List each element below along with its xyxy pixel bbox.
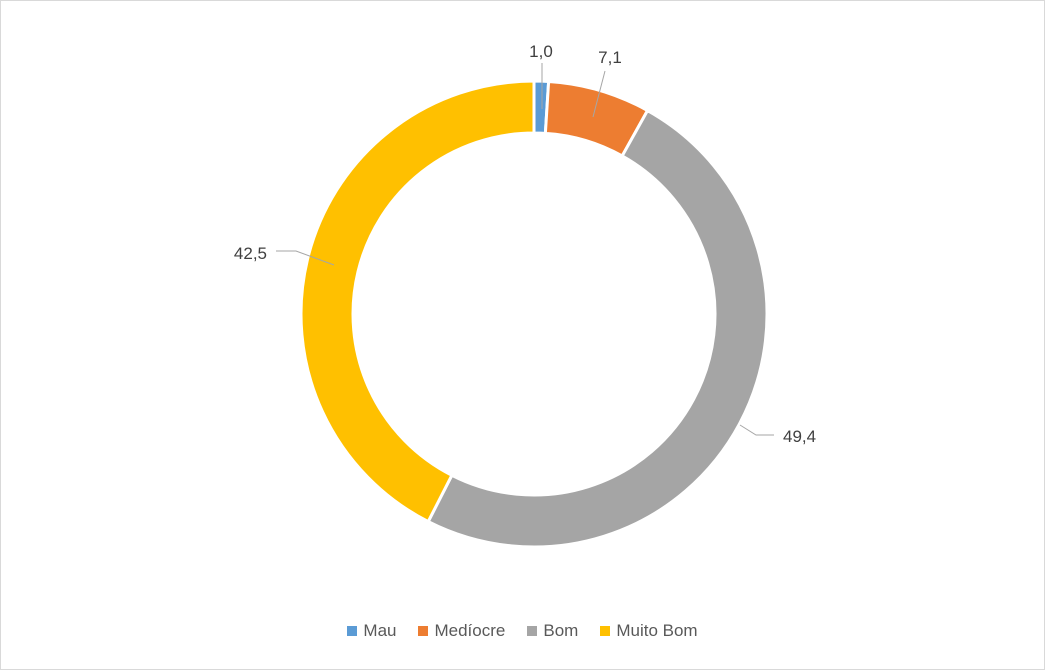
legend-item-muito-bom: Muito Bom (600, 621, 698, 641)
legend-swatch-bom (527, 626, 538, 636)
leader-line-mediocre (592, 70, 606, 118)
legend-item-mediocre: Medíocre (418, 621, 505, 641)
slice-bom (426, 108, 769, 549)
leader-lines-group (276, 63, 774, 436)
slices-group (299, 79, 769, 549)
legend-label-mediocre: Medíocre (434, 621, 506, 640)
legend-swatch-mau (347, 626, 358, 636)
legend-label-bom: Bom (543, 621, 579, 640)
legend-label-muito-bom: Muito Bom (616, 621, 698, 640)
slice-muito-bom (299, 79, 536, 524)
data-labels-group: 1,0 7,1 49,4 42,5 (234, 42, 816, 446)
legend-swatch-mediocre (418, 626, 429, 636)
data-label-muito-bom: 42,5 (234, 244, 267, 263)
legend-swatch-muito-bom (600, 626, 611, 636)
legend-item-mau: Mau (347, 621, 396, 641)
legend-label-mau: Mau (363, 621, 397, 640)
leader-line-bom (739, 424, 774, 436)
data-label-mediocre: 7,1 (598, 48, 622, 67)
leader-line-muito-bom (276, 250, 335, 266)
donut-chart: 1,0 7,1 49,4 42,5 (234, 42, 816, 549)
legend: Mau Medíocre Bom Muito Bom (1, 621, 1044, 641)
data-label-mau: 1,0 (529, 42, 553, 61)
legend-item-bom: Bom (527, 621, 578, 641)
data-label-bom: 49,4 (783, 427, 816, 446)
